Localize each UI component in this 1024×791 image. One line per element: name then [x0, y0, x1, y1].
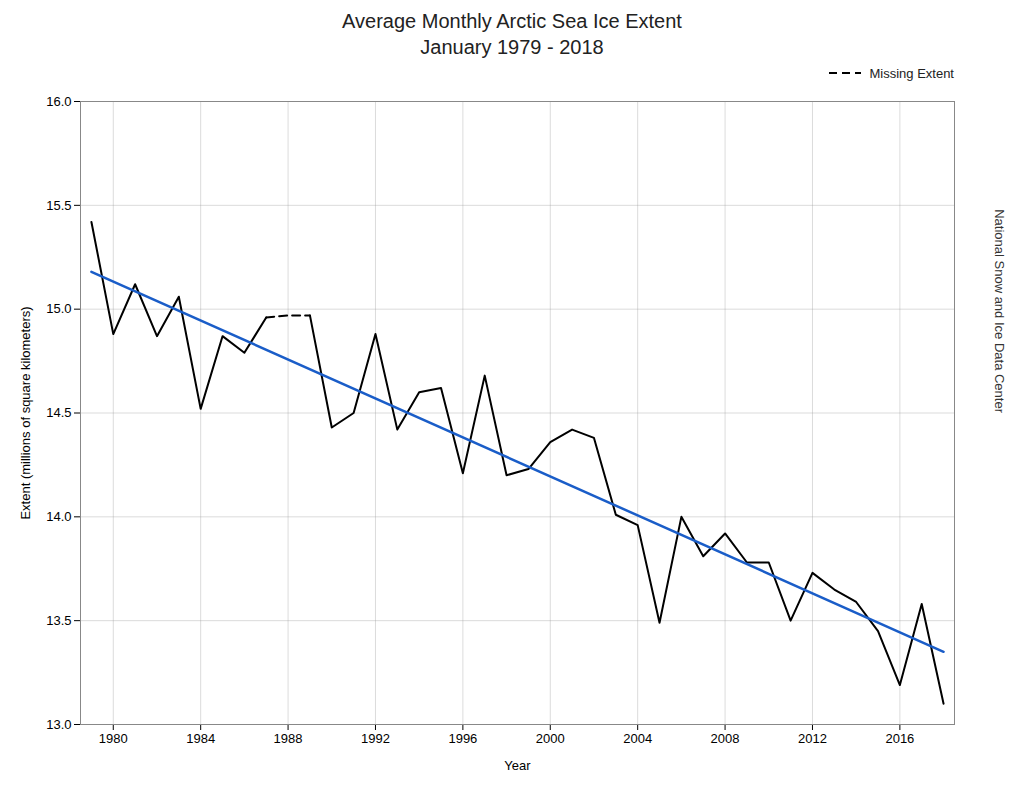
svg-text:13.5: 13.5 — [46, 613, 71, 628]
svg-text:1996: 1996 — [448, 731, 477, 746]
svg-text:14.5: 14.5 — [46, 405, 71, 420]
svg-text:Year: Year — [504, 758, 531, 773]
svg-text:1984: 1984 — [186, 731, 215, 746]
html-text:Average Monthly Arctic Sea Ice: Average Monthly Arctic Sea Ice Extent Ja… — [342, 10, 682, 58]
svg-text:15.0: 15.0 — [46, 301, 71, 316]
svg-text:13.0: 13.0 — [46, 717, 71, 732]
svg-text:15.5: 15.5 — [46, 197, 71, 212]
svg-text:2012: 2012 — [798, 731, 827, 746]
svg-text:Extent (millions of square kil: Extent (millions of square kilometers) — [18, 306, 33, 519]
svg-text:National Snow and Ice Data Cen: National Snow and Ice Data Center — [992, 209, 1007, 413]
svg-text:16.0: 16.0 — [46, 94, 71, 109]
svg-text:2016: 2016 — [885, 731, 914, 746]
svg-text:2004: 2004 — [623, 731, 652, 746]
svg-text:1980: 1980 — [99, 731, 128, 746]
svg-text:14.0: 14.0 — [46, 509, 71, 524]
html-text:Missing Extent: Missing Extent — [869, 65, 954, 81]
svg-text:2000: 2000 — [536, 731, 565, 746]
svg-text:1988: 1988 — [274, 731, 303, 746]
svg-text:1992: 1992 — [361, 731, 390, 746]
svg-text:2008: 2008 — [711, 731, 740, 746]
